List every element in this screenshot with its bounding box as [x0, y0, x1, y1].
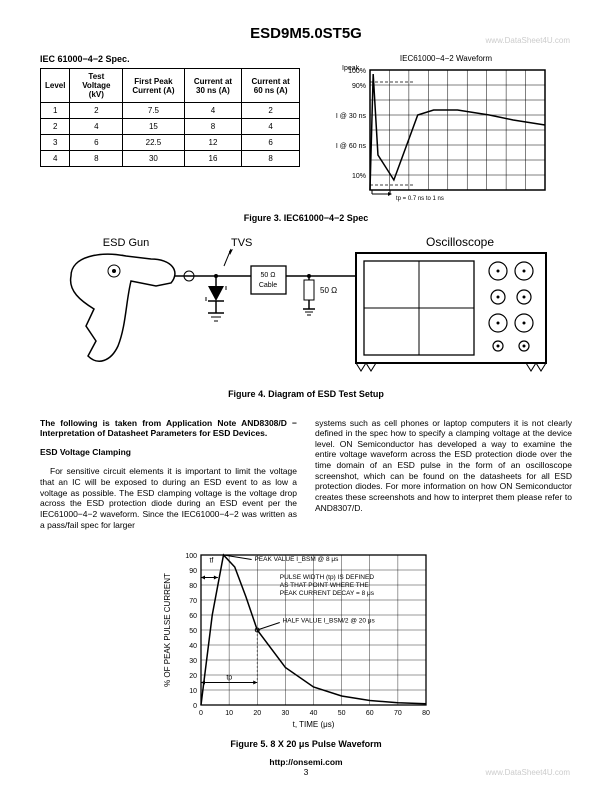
- svg-text:30: 30: [281, 710, 289, 717]
- svg-text:50 Ω: 50 Ω: [261, 272, 276, 279]
- table-header: Level: [41, 69, 70, 103]
- left-paragraph: For sensitive circuit elements it is imp…: [40, 466, 297, 530]
- svg-text:tf: tf: [209, 557, 213, 564]
- svg-text:90%: 90%: [352, 83, 366, 90]
- svg-text:0: 0: [193, 703, 197, 710]
- section-heading: ESD Voltage Clamping: [40, 447, 297, 458]
- svg-text:100: 100: [185, 553, 197, 560]
- svg-text:I @ 60 ns: I @ 60 ns: [336, 143, 367, 150]
- right-paragraph: systems such as cell phones or laptop co…: [315, 418, 572, 514]
- body-text: The following is taken from Application …: [40, 409, 572, 539]
- svg-text:30: 30: [189, 658, 197, 665]
- fig3-block: IEC61000−4−2 Waveform 100%90%I @ 30 nsI …: [320, 54, 572, 205]
- svg-text:50 Ω: 50 Ω: [320, 286, 337, 295]
- svg-text:PULSE WIDTH (tp) IS DEFINED: PULSE WIDTH (tp) IS DEFINED: [280, 574, 375, 581]
- right-col: systems such as cell phones or laptop co…: [315, 409, 572, 539]
- table-row: 127.542: [41, 103, 300, 119]
- fig3-title: IEC61000−4−2 Waveform: [320, 54, 572, 63]
- svg-text:tp = 0.7 ns to 1 ns: tp = 0.7 ns to 1 ns: [396, 196, 444, 202]
- table-header: Current at 60 ns (A): [242, 69, 300, 103]
- table-row: 3622.5126: [41, 135, 300, 151]
- svg-text:AS THAT POINT WHERE THE: AS THAT POINT WHERE THE: [280, 582, 370, 589]
- fig4-caption: Figure 4. Diagram of ESD Test Setup: [40, 389, 572, 399]
- watermark-top: www.DataSheet4U.com: [486, 36, 570, 45]
- svg-text:Oscilloscope: Oscilloscope: [426, 235, 494, 249]
- svg-text:10%: 10%: [352, 173, 366, 180]
- svg-text:80: 80: [189, 583, 197, 590]
- svg-text:20: 20: [253, 710, 261, 717]
- fig5-caption: Figure 5. 8 X 20 μs Pulse Waveform: [40, 739, 572, 749]
- svg-text:HALF VALUE I_BSM/2 @ 20 μs: HALF VALUE I_BSM/2 @ 20 μs: [283, 617, 376, 624]
- svg-text:TVS: TVS: [231, 237, 252, 249]
- svg-text:80: 80: [422, 710, 430, 717]
- svg-text:% OF PEAK PULSE CURRENT: % OF PEAK PULSE CURRENT: [163, 573, 172, 687]
- fig5-chart: 0 10 20 30 40 50 60 70 80 0 10 20 30 40 50 60 70 80 90 100 t…: [156, 547, 456, 737]
- svg-text:ESD Gun: ESD Gun: [103, 237, 149, 249]
- fig3-caption: Figure 3. IEC61000−4−2 Spec: [40, 213, 572, 223]
- svg-text:90: 90: [189, 568, 197, 575]
- fig3-chart: 100%90%I @ 30 nsI @ 60 ns10%Ipeaktp = 0.…: [320, 65, 550, 205]
- footer-page: 3: [304, 767, 309, 777]
- svg-text:PEAK VALUE I_BSM @ 8 μs: PEAK VALUE I_BSM @ 8 μs: [254, 556, 339, 563]
- left-col: The following is taken from Application …: [40, 409, 297, 539]
- svg-text:40: 40: [189, 643, 197, 650]
- svg-text:20: 20: [189, 673, 197, 680]
- svg-text:70: 70: [189, 598, 197, 605]
- table-header: Current at 30 ns (A): [184, 69, 242, 103]
- svg-text:Ipeak: Ipeak: [342, 65, 360, 72]
- table-row: 241584: [41, 119, 300, 135]
- svg-text:10: 10: [225, 710, 233, 717]
- svg-text:I @ 30 ns: I @ 30 ns: [336, 113, 367, 120]
- svg-text:50: 50: [338, 710, 346, 717]
- svg-text:Cable: Cable: [259, 282, 277, 289]
- svg-text:PEAK CURRENT DECAY = 8 μs: PEAK CURRENT DECAY = 8 μs: [280, 590, 375, 597]
- svg-text:50: 50: [189, 628, 197, 635]
- svg-text:60: 60: [189, 613, 197, 620]
- fig4-diagram: ESD Gun TVS 50 Ω Cable 50 Ω Oscilloscope: [56, 231, 556, 381]
- footer-url: http://onsemi.com: [269, 757, 342, 767]
- svg-text:40: 40: [310, 710, 318, 717]
- svg-text:10: 10: [189, 688, 197, 695]
- spec-table-block: IEC 61000−4−2 Spec. LevelTest Voltage (k…: [40, 54, 300, 205]
- watermark-bottom: www.DataSheet4U.com: [486, 768, 570, 777]
- svg-text:0: 0: [199, 710, 203, 717]
- app-note-heading: The following is taken from Application …: [40, 418, 297, 439]
- svg-text:tp: tp: [226, 674, 232, 681]
- spec-table: LevelTest Voltage (kV)First Peak Current…: [40, 68, 300, 167]
- svg-text:70: 70: [394, 710, 402, 717]
- table-row: 4830168: [41, 151, 300, 167]
- table-header: First Peak Current (A): [123, 69, 184, 103]
- spec-table-title: IEC 61000−4−2 Spec.: [40, 54, 300, 64]
- svg-text:60: 60: [366, 710, 374, 717]
- table-header: Test Voltage (kV): [70, 69, 123, 103]
- svg-text:t, TIME (μs): t, TIME (μs): [293, 720, 335, 729]
